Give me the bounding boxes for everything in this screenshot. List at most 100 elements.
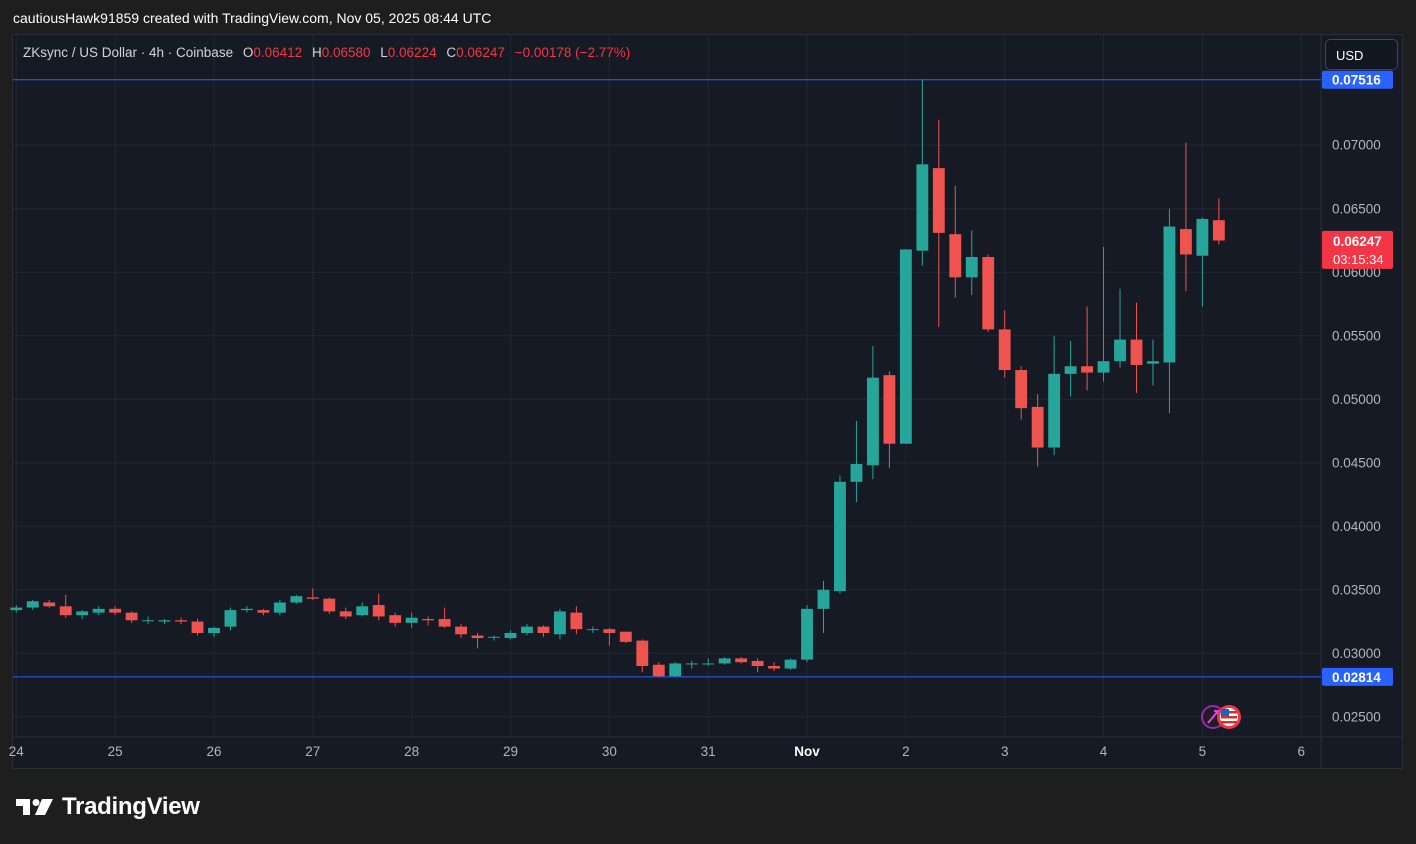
time-tick-label: 5 xyxy=(1199,744,1207,759)
time-tick-label: 30 xyxy=(602,744,617,759)
time-tick-label: 25 xyxy=(108,744,123,759)
us-flag-icon[interactable] xyxy=(1217,705,1241,729)
candle-body xyxy=(59,606,72,616)
candle-body xyxy=(191,621,204,633)
candle-body xyxy=(965,257,978,278)
candle-body xyxy=(784,659,797,669)
candle-body xyxy=(1048,373,1061,448)
candle-body xyxy=(669,663,682,677)
time-tick-label: 27 xyxy=(305,744,320,759)
price-tick-label: 0.07000 xyxy=(1332,138,1381,153)
horizontal-line-label: 0.07516 xyxy=(1332,73,1381,88)
candle-body xyxy=(949,234,962,278)
candle-body xyxy=(405,617,418,623)
high-label: H xyxy=(311,45,322,60)
candle-body xyxy=(125,612,138,621)
candle-body xyxy=(866,377,879,466)
horizontal-line-badge xyxy=(1322,70,1393,89)
chart-panel[interactable] xyxy=(12,34,1403,769)
candle-body xyxy=(652,664,665,677)
candle-body xyxy=(455,626,468,635)
candle-body xyxy=(76,611,89,616)
candle-body xyxy=(735,658,748,663)
candle-body xyxy=(1031,406,1044,448)
time-axis: 24 25 26 27 28 29 30 31 Nov 2 3 4 5 6 xyxy=(9,744,1305,759)
close-label: C xyxy=(446,45,457,60)
candle-body xyxy=(175,620,187,622)
last-price-label: 0.06247 xyxy=(1333,234,1382,249)
candles xyxy=(10,79,1225,678)
price-tick-label: 0.03500 xyxy=(1332,582,1381,597)
candle-body xyxy=(801,608,813,660)
open-value: 0.06412 xyxy=(253,45,303,60)
candle-body xyxy=(109,608,122,613)
candle-body xyxy=(504,632,517,639)
candle-body xyxy=(998,329,1011,371)
candle-body xyxy=(1130,339,1143,365)
time-tick-label: 3 xyxy=(1001,744,1009,759)
candle-body xyxy=(1097,361,1110,373)
candle-body xyxy=(1212,220,1225,241)
candle-body xyxy=(685,663,698,665)
candle-body xyxy=(636,640,649,666)
candle-body xyxy=(850,464,863,482)
candle-body xyxy=(438,619,451,627)
candle-body xyxy=(932,168,945,233)
candle-body xyxy=(158,620,171,622)
price-tick-label: 0.05500 xyxy=(1332,328,1381,343)
time-tick-label: Nov xyxy=(794,744,820,759)
time-tick-label: 26 xyxy=(206,744,221,759)
candle-body xyxy=(1081,366,1094,373)
tradingview-logo-icon xyxy=(16,799,53,815)
candle-body xyxy=(488,636,500,638)
candle-body xyxy=(208,627,220,633)
candle-body xyxy=(26,601,39,608)
time-tick-label: 28 xyxy=(404,744,419,759)
candle-body xyxy=(92,608,105,613)
open-label: O xyxy=(242,45,254,60)
candle-body xyxy=(916,164,929,251)
currency-button[interactable]: USD xyxy=(1325,39,1398,70)
time-tick-label: 4 xyxy=(1100,744,1108,759)
candle-body xyxy=(240,608,253,611)
candle-body xyxy=(323,598,336,612)
price-tick-label: 0.05000 xyxy=(1332,392,1381,407)
candle-body xyxy=(224,610,237,627)
candle-body xyxy=(1114,339,1126,362)
candle-body xyxy=(619,631,632,642)
candle-body xyxy=(356,606,369,616)
price-tick-label: 0.04500 xyxy=(1332,455,1381,470)
countdown-label: 03:15:34 xyxy=(1333,252,1384,267)
change-value: −0.00178 (−2.77%) xyxy=(514,45,631,60)
time-tick-label: 24 xyxy=(9,744,25,759)
symbol-legend: ZKsync / US Dollar · 4h · Coinbase O0.06… xyxy=(23,45,630,60)
tradingview-brand[interactable]: TradingView xyxy=(16,793,200,821)
candle-body xyxy=(43,602,56,607)
time-tick-label: 29 xyxy=(503,744,518,759)
last-price-badge xyxy=(1322,230,1393,269)
horizontal-line-label: 0.02814 xyxy=(1332,670,1381,685)
chart-caption: cautiousHawk91859 created with TradingVi… xyxy=(13,10,492,26)
candle-body xyxy=(1196,218,1209,256)
low-value: 0.06224 xyxy=(387,45,437,60)
candle-body xyxy=(1147,361,1159,364)
price-tick-label: 0.04000 xyxy=(1332,519,1381,534)
time-tick-label: 2 xyxy=(902,744,910,759)
horizontal-lines: 0.07516 0.02814 xyxy=(13,70,1393,686)
candle-body xyxy=(471,635,484,639)
candle-body xyxy=(290,596,303,603)
price-tick-label: 0.06500 xyxy=(1332,201,1381,216)
brand-name: TradingView xyxy=(62,793,200,820)
candle-body xyxy=(702,663,715,665)
candle-body xyxy=(834,481,846,592)
horizontal-line-badge xyxy=(1322,667,1393,686)
candle-body xyxy=(768,665,781,669)
candle-body xyxy=(306,597,319,599)
candle-body xyxy=(339,611,352,617)
candle-body xyxy=(718,658,731,664)
candle-body xyxy=(422,619,435,621)
candle-body xyxy=(570,612,583,630)
candle-body xyxy=(1064,366,1077,374)
candle-body xyxy=(751,660,764,666)
